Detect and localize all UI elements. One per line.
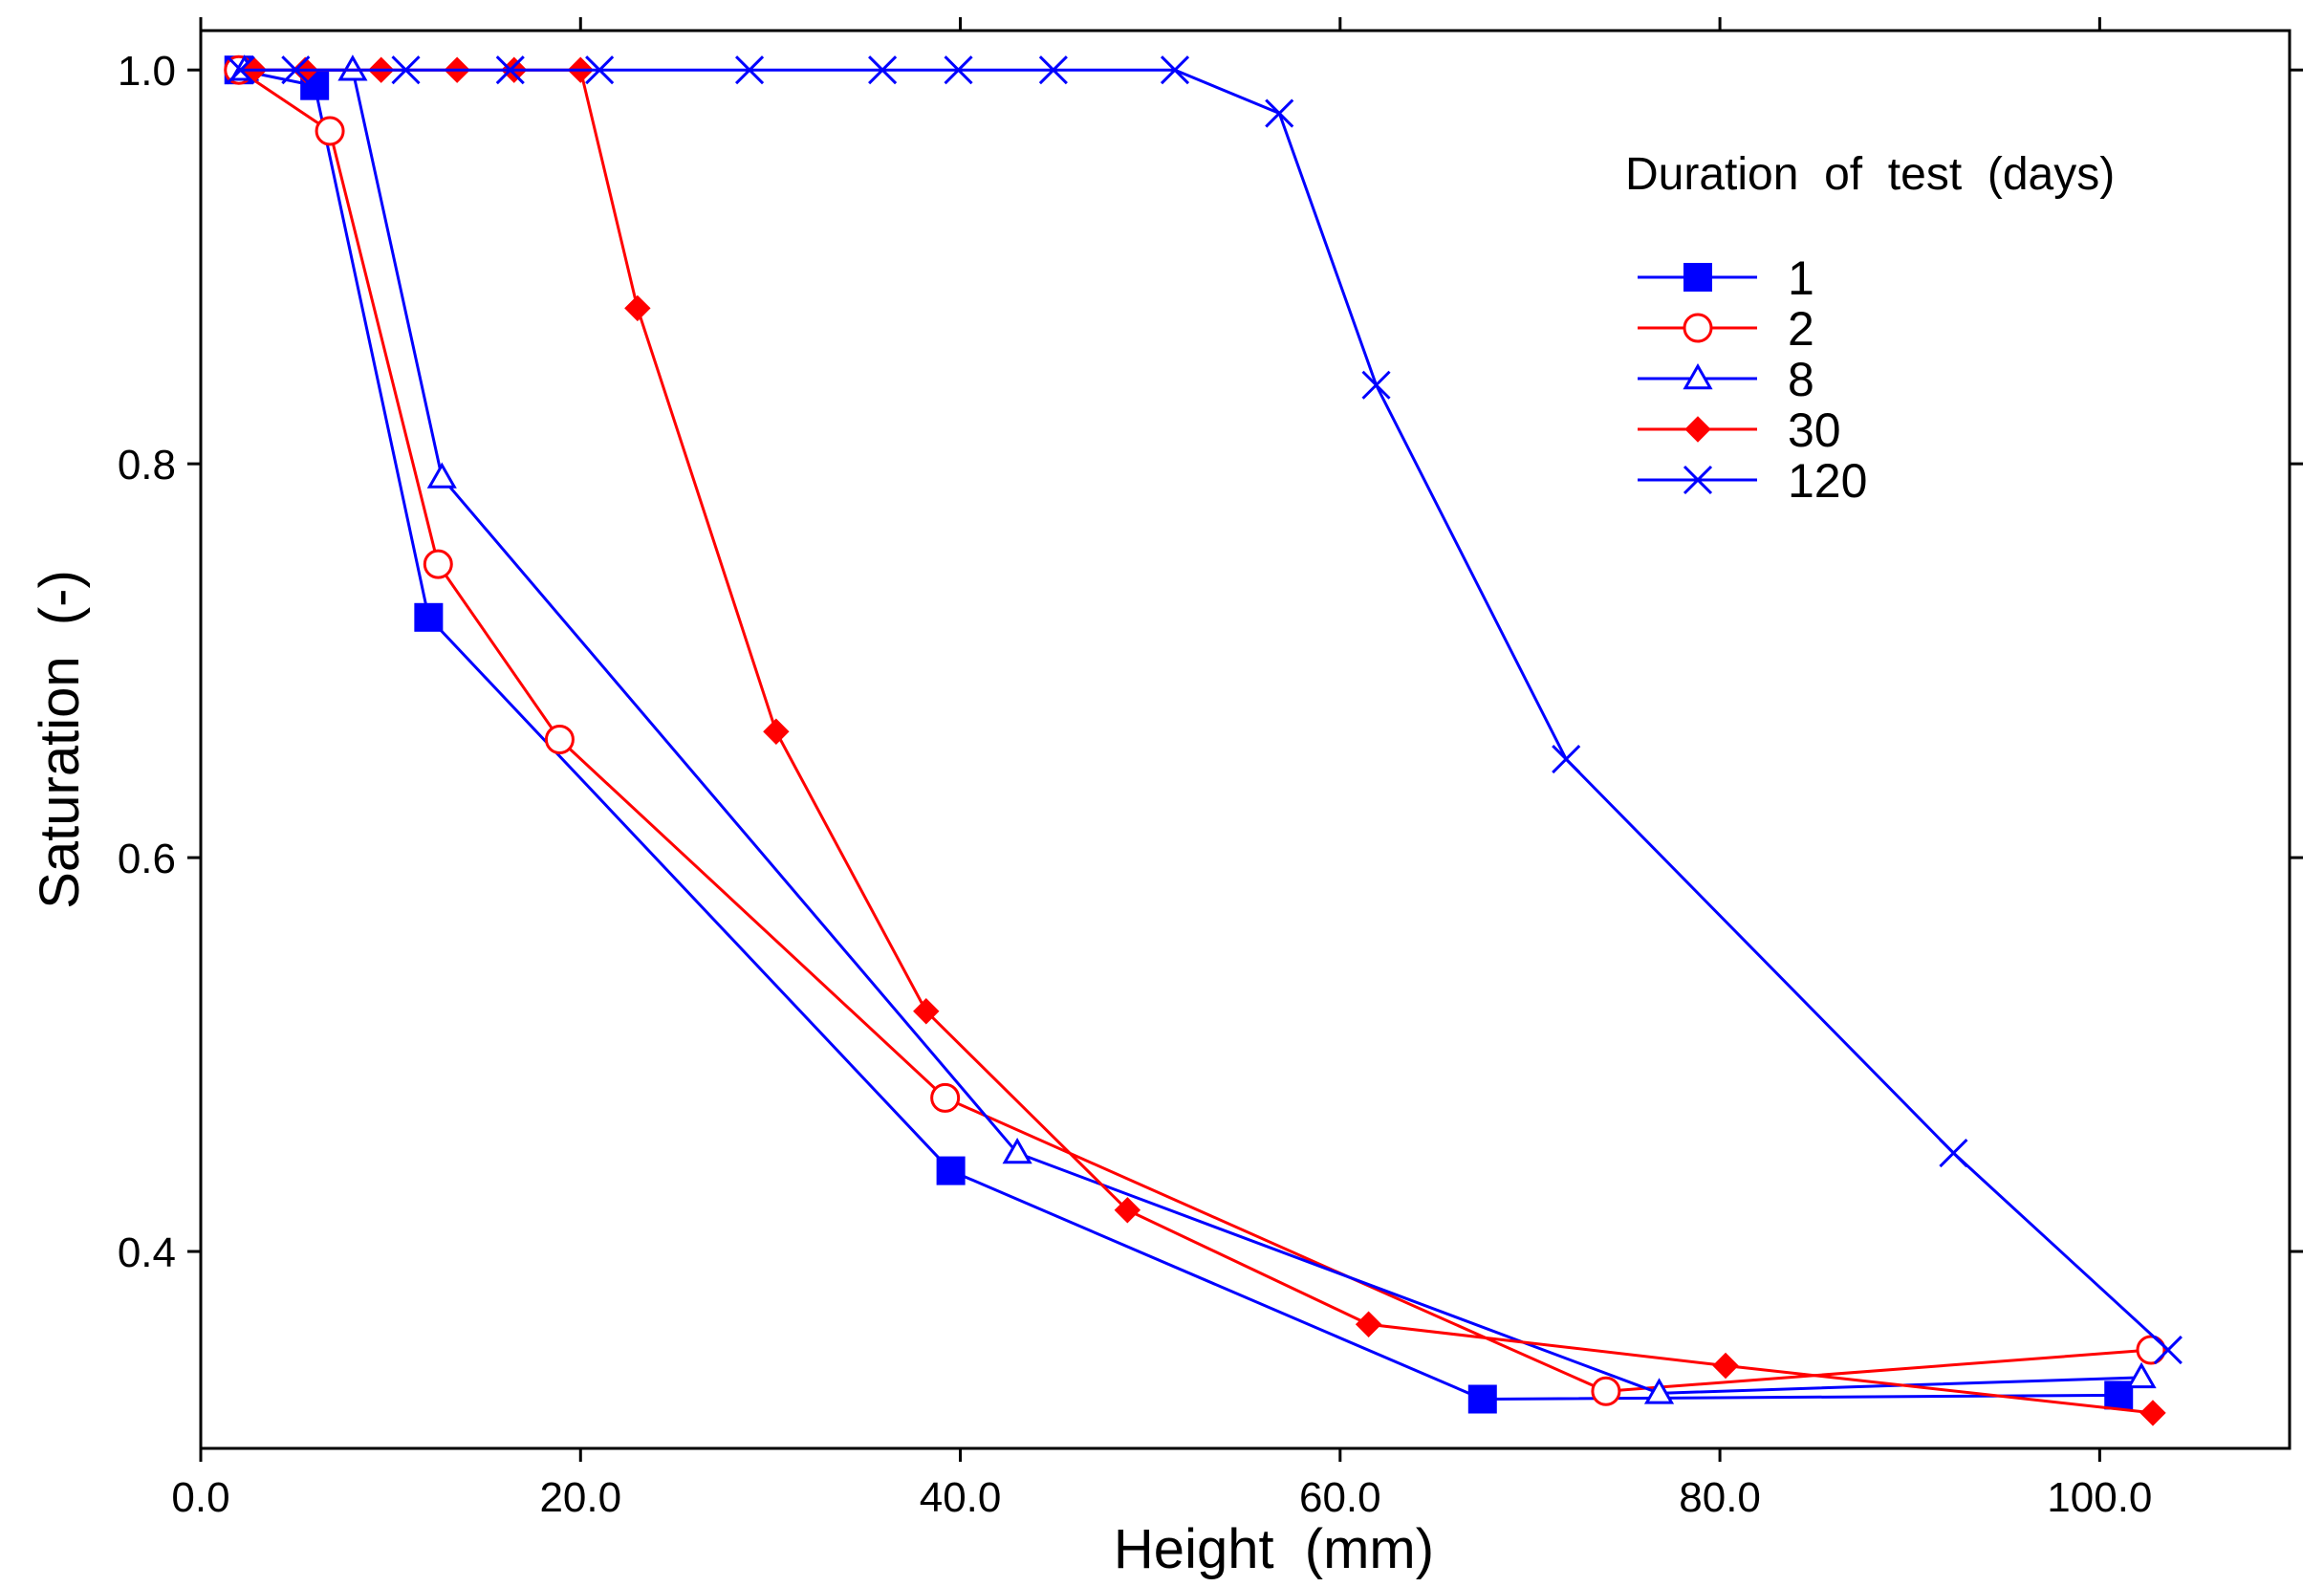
legend-swatch-marker xyxy=(1683,313,1713,343)
legend-swatch-marker xyxy=(1683,362,1713,390)
data-point-120 xyxy=(1160,55,1190,85)
data-point-30 xyxy=(1355,1311,1382,1337)
legend-swatch-marker xyxy=(1684,416,1711,443)
x-tick-label: 0.0 xyxy=(171,1474,229,1521)
data-point-8 xyxy=(337,54,368,81)
series-line-1 xyxy=(238,68,2119,1402)
series-2 xyxy=(224,54,2166,1406)
legend-item-2: 2 xyxy=(1638,302,1814,356)
series-120 xyxy=(226,55,2183,1365)
data-point-120 xyxy=(585,55,615,85)
data-point-120 xyxy=(944,55,973,85)
data-point-2 xyxy=(423,549,453,579)
y-axis-title: Saturation (-) xyxy=(29,570,91,909)
series-line-8 xyxy=(244,68,2142,1395)
data-point-120 xyxy=(1361,370,1391,400)
y-tick-label: 1.0 xyxy=(118,48,176,95)
x-tick-label: 100.0 xyxy=(2047,1474,2152,1521)
data-point-30 xyxy=(1712,1352,1739,1380)
data-point-8 xyxy=(1002,1138,1032,1164)
data-point-1 xyxy=(2104,1380,2134,1410)
legend-label: 120 xyxy=(1788,454,1867,508)
data-point-30 xyxy=(913,998,940,1025)
y-tick-label: 0.8 xyxy=(118,442,176,489)
series-line-2 xyxy=(237,68,2152,1393)
series-30 xyxy=(240,56,2166,1426)
data-point-2 xyxy=(315,116,345,146)
axes: 0.0 20.0 40.0 60.0 80.0 100.0 0.4 0.6 0.8 1.0 Heig… xyxy=(29,17,2303,1580)
data-point-8 xyxy=(2126,1361,2157,1389)
legend-label: 2 xyxy=(1788,302,1814,356)
data-point-30 xyxy=(2139,1400,2166,1426)
data-point-120 xyxy=(226,55,255,85)
legend-label: 8 xyxy=(1788,353,1814,406)
data-point-30 xyxy=(763,718,790,745)
legend-title: Duration of test (days) xyxy=(1625,149,2115,200)
data-point-1 xyxy=(414,602,444,632)
legend-label: 30 xyxy=(1788,403,1841,457)
legend-item-1: 1 xyxy=(1638,251,1814,305)
x-tick-label: 40.0 xyxy=(920,1474,1002,1521)
data-point-120 xyxy=(734,55,765,85)
data-point-30 xyxy=(1114,1197,1141,1224)
data-point-120 xyxy=(1038,55,1068,85)
series-1 xyxy=(224,55,2134,1414)
data-point-120 xyxy=(495,55,525,85)
data-point-1 xyxy=(1467,1384,1497,1414)
series-line-120 xyxy=(240,68,2169,1352)
legend-item-120: 120 xyxy=(1638,454,1867,508)
data-point-120 xyxy=(2153,1335,2183,1365)
data-point-2 xyxy=(930,1082,961,1113)
x-tick-label: 80.0 xyxy=(1679,1474,1761,1521)
legend-swatch-marker xyxy=(1683,263,1712,292)
data-point-120 xyxy=(1939,1138,1968,1168)
legend-swatch-marker xyxy=(1683,465,1713,495)
x-axis-title: Height (mm) xyxy=(1114,1518,1434,1580)
data-point-1 xyxy=(936,1156,966,1185)
legend-item-30: 30 xyxy=(1638,403,1841,457)
data-point-120 xyxy=(1265,98,1294,128)
x-tick-label: 60.0 xyxy=(1299,1474,1381,1521)
y-tick-label: 0.4 xyxy=(118,1229,176,1276)
series-layer xyxy=(224,54,2183,1426)
plot-frame xyxy=(199,29,2291,1450)
y-tick-label: 0.6 xyxy=(118,836,176,882)
data-point-2 xyxy=(1591,1376,1621,1406)
data-point-2 xyxy=(2136,1335,2166,1365)
x-tick-label: 20.0 xyxy=(539,1474,621,1521)
legend-label: 1 xyxy=(1788,251,1814,305)
data-point-120 xyxy=(868,55,898,85)
data-point-120 xyxy=(281,55,311,85)
data-point-120 xyxy=(1552,745,1581,774)
data-point-2 xyxy=(544,725,575,754)
data-point-8 xyxy=(1643,1378,1675,1404)
series-8 xyxy=(229,54,2157,1404)
legend-item-8: 8 xyxy=(1638,353,1814,406)
data-point-30 xyxy=(624,294,651,322)
data-point-120 xyxy=(391,55,421,85)
data-point-8 xyxy=(426,462,457,489)
